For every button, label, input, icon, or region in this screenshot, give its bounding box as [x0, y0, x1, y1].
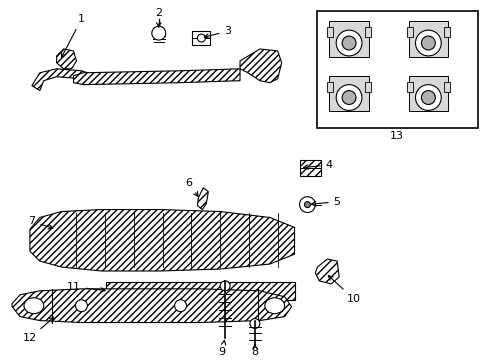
Circle shape	[415, 30, 440, 56]
Circle shape	[220, 281, 230, 291]
Bar	[443, 27, 449, 37]
Circle shape	[197, 34, 205, 42]
Text: 13: 13	[389, 131, 403, 141]
Text: 9: 9	[218, 340, 225, 357]
Polygon shape	[57, 49, 76, 69]
Text: 1: 1	[61, 14, 85, 57]
Circle shape	[249, 319, 259, 328]
Bar	[407, 21, 447, 57]
Circle shape	[342, 36, 355, 50]
Bar	[299, 160, 321, 176]
Text: 3: 3	[204, 26, 231, 38]
Circle shape	[299, 197, 315, 212]
Polygon shape	[197, 188, 208, 210]
Bar	[406, 82, 412, 91]
Bar	[443, 82, 449, 91]
Circle shape	[75, 300, 87, 312]
Bar	[328, 21, 368, 57]
Text: 7: 7	[28, 216, 53, 229]
Circle shape	[336, 30, 361, 56]
Circle shape	[342, 91, 355, 104]
Circle shape	[174, 300, 186, 312]
Text: 10: 10	[327, 276, 360, 304]
Text: 8: 8	[251, 344, 258, 357]
Circle shape	[151, 26, 165, 40]
Bar	[328, 76, 368, 111]
Text: 12: 12	[23, 317, 54, 343]
Bar	[326, 27, 332, 37]
Ellipse shape	[264, 298, 284, 314]
Bar	[364, 82, 370, 91]
Text: 2: 2	[155, 8, 162, 27]
Bar	[106, 282, 294, 300]
Polygon shape	[30, 210, 294, 271]
Circle shape	[336, 85, 361, 111]
Circle shape	[421, 91, 434, 104]
Text: 4: 4	[303, 160, 332, 170]
Polygon shape	[12, 289, 291, 323]
Bar	[364, 27, 370, 37]
Circle shape	[304, 202, 310, 208]
Text: 11: 11	[66, 282, 105, 292]
Bar	[317, 11, 477, 128]
Ellipse shape	[24, 298, 44, 314]
Polygon shape	[315, 259, 339, 284]
Text: 5: 5	[311, 197, 340, 207]
Bar	[407, 76, 447, 111]
Bar	[326, 82, 332, 91]
Polygon shape	[73, 69, 240, 85]
Bar	[192, 31, 210, 45]
Text: 6: 6	[184, 178, 198, 196]
Circle shape	[421, 36, 434, 50]
Polygon shape	[240, 49, 281, 83]
Circle shape	[415, 85, 440, 111]
Polygon shape	[32, 69, 96, 91]
Bar	[406, 27, 412, 37]
